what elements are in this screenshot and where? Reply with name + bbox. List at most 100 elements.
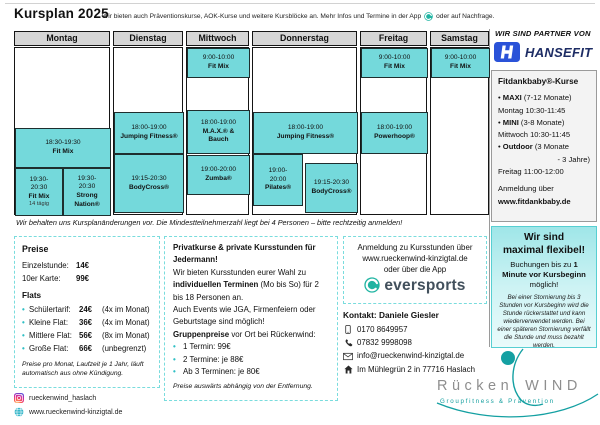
flat-suffix: (8x im Monat) (102, 331, 150, 340)
course-cell: 18:00-19:00 Jumping Fitness® (114, 112, 184, 154)
course-time: 18:00-19:00 (376, 124, 413, 132)
privatkurse-title: Privatkurse & private Kursstunden für Je… (173, 243, 316, 265)
preise-fine-print: Preise pro Monat, Laufzeit je 1 Jahr, lä… (22, 361, 144, 377)
course-name: Zumba® (205, 175, 232, 182)
course-cell: 19:15-20:30 BodyCross® (305, 163, 358, 213)
bullet-icon: • (173, 354, 176, 364)
anmeldung-line: www.rueckenwind-kinzigtal.de (362, 254, 468, 263)
bullet-icon: • (22, 305, 25, 314)
fitdankbaby-line: Montag 10:30-11:45 (498, 105, 566, 115)
kontakt-items: 0170 8649957 07832 9998098 info@rueckenwin… (343, 323, 493, 376)
header-subtitle: Wir bieten auch Präventionskurse, AOK-Ku… (102, 12, 494, 21)
flexible-fine-print: Bei einer Stornierung bis 3 Stunden vor … (497, 294, 591, 349)
course-note: 14 tägig (29, 201, 49, 208)
day-body: 9:00-10:00 Fit Mix (430, 47, 490, 215)
privat-paragraph: Auch Events wie JGA, Firmenfeiern oder G… (173, 305, 316, 327)
course-name: Fit Mix (384, 63, 405, 70)
course-time: 19:15-20:30 (131, 174, 167, 182)
course-cell: 18:00-19:00 M.A.X.® & Bauch (187, 110, 250, 154)
flat-row: • Große Flat: 66€ (unbegrenzt) (22, 342, 152, 355)
hansefit-logo: HANSEFIT (494, 42, 592, 62)
kontakt-title: Kontakt: Daniele Giesler (343, 310, 439, 320)
course-time: 19:30-20:30 (77, 174, 97, 191)
bullet-icon: • (173, 342, 176, 352)
course-name: Fit Mix (28, 192, 50, 200)
fitdankbaby-lines: • MAXI (7-12 Monate) Montag 10:30-11:45 • … (498, 92, 590, 208)
home-icon (343, 365, 353, 374)
course-time: 18:00-19:00 (200, 119, 237, 127)
day-header: Freitag (360, 31, 427, 46)
privat-fine-print: Preise auswärts abhängig von der Entfern… (173, 383, 313, 391)
course-cell: 9:00-10:00 Fit Mix (361, 48, 428, 78)
flat-row: • Kleine Flat: 36€ (4x im Monat) (22, 316, 152, 329)
anmeldung-lines: Anmeldung zu Kursstunden über www.ruecken… (346, 242, 484, 275)
course-cell: 18:30-19:30 Fit Mix (15, 128, 111, 168)
flat-value: 56€ (79, 331, 93, 340)
course-cell: 19:00-20:00 Pilates® (253, 154, 303, 206)
flat-suffix: (4x im Monat) (102, 305, 150, 314)
course-name: Strong Nation® (74, 192, 100, 208)
flat-row: • Mittlere Flat: 56€ (8x im Monat) (22, 329, 152, 342)
price-value: 14€ (76, 261, 90, 270)
course-name: Jumping Fitness® (120, 133, 178, 140)
day-column-samstag: Samstag 9:00-10:00 Fit Mix (430, 31, 490, 215)
course-name: Fit Mix (208, 63, 229, 70)
course-name: Fit Mix (52, 148, 74, 155)
course-cell: 18:00-19:00 Jumping Fitness® (253, 112, 358, 154)
logo-tagline: Groupfitness & Prävention (440, 398, 555, 405)
flexible-note: Buchungen bis zu 1 Minute vor Kursbeginn… (502, 260, 586, 289)
schedule-grid: Montag 18:30-19:30 Fit Mix 19:30-20:30 Fit M… (14, 31, 490, 216)
flat-value: 66€ (79, 344, 93, 353)
hansefit-wordmark: HANSEFIT (525, 44, 593, 60)
eversports-e-icon (424, 12, 433, 21)
footer-links: rueckenwind_haslach www.rueckenwind-kinzi… (14, 391, 122, 419)
privat-bullet: • 2 Termine: je 88€ (173, 354, 329, 366)
kontakt-text: 07832 9998098 (357, 338, 412, 348)
course-time: 18:30-19:30 (45, 139, 81, 147)
logo-swoosh-icon (436, 348, 599, 418)
preise-box: Preise Einzelstunde: 14€ 10er Karte: 99€ Fl… (14, 236, 160, 388)
course-cell: 9:00-10:00 Fit Mix (431, 48, 490, 78)
kontakt-text: Im Mühlegrün 2 in 77716 Haslach (357, 364, 475, 374)
course-name: BodyCross® (311, 188, 352, 195)
flat-suffix: (unbegrenzt) (102, 344, 147, 353)
footer-link-text: rueckenwind_haslach (29, 394, 97, 402)
course-time: 9:00-10:00 (444, 54, 477, 62)
course-time: 9:00-10:00 (378, 54, 411, 62)
day-column-donnerstag: Donnerstag 18:00-19:00 Jumping Fitness® 19:… (252, 31, 358, 215)
bullet-icon: • (22, 318, 25, 327)
partner-heading: WIR SIND PARTNER VON (495, 29, 591, 38)
anmeldung-line: oder über die App (383, 265, 447, 274)
course-cell: 18:00-19:00 Powerhoop® (361, 112, 428, 154)
course-cell: 19:30-20:30 Fit Mix 14 tägig (15, 168, 63, 216)
course-cell: 9:00-10:00 Fit Mix (187, 48, 250, 78)
flat-value: 24€ (79, 305, 93, 314)
fitdankbaby-line: Freitag 11:00-12:00 (498, 167, 564, 177)
subtitle-text-after: oder auf Nachfrage. (436, 13, 495, 20)
bullet-icon: • (173, 367, 176, 377)
privat-bullet: • 1 Termin: 99€ (173, 341, 329, 353)
course-time: 18:00-19:00 (287, 124, 324, 132)
privat-bullets: • 1 Termin: 99€ • 2 Termine: je 88€ • Ab 3 Te… (173, 341, 329, 378)
bullet-icon: • (22, 331, 25, 340)
anmeldung-box: Anmeldung zu Kursstunden über www.ruecken… (343, 236, 487, 304)
mail-icon (343, 352, 353, 361)
day-body: 18:00-19:00 Jumping Fitness® 19:15-20:30 Bo… (113, 47, 184, 215)
day-column-freitag: Freitag 9:00-10:00 Fit Mix 18:00-19:00 Power… (360, 31, 428, 215)
phone-icon (343, 338, 353, 347)
logo-dot-icon (501, 351, 515, 365)
schedule-note: Wir behalten uns Kursplanänderungen vor.… (16, 217, 403, 227)
course-cell: 19:00-20:00 Zumba® (187, 155, 250, 195)
anmeldung-line: Anmeldung zu Kursstunden über (357, 243, 473, 252)
day-header: Mittwoch (186, 31, 249, 46)
flat-label: Mittlere Flat: (29, 331, 72, 340)
course-cell: 19:30-20:30 Strong Nation® (63, 168, 111, 216)
privat-bullet-text: 1 Termin: 99€ (183, 342, 231, 352)
course-time: 9:00-10:00 (202, 54, 235, 62)
flat-value: 36€ (79, 318, 93, 327)
eversports-wordmark: eversports (384, 276, 466, 294)
eversports-logo: eversports (346, 277, 484, 293)
flat-suffix: (4x im Monat) (102, 318, 150, 327)
footer-link-globe: www.rueckenwind-kinzigtal.de (14, 405, 122, 419)
